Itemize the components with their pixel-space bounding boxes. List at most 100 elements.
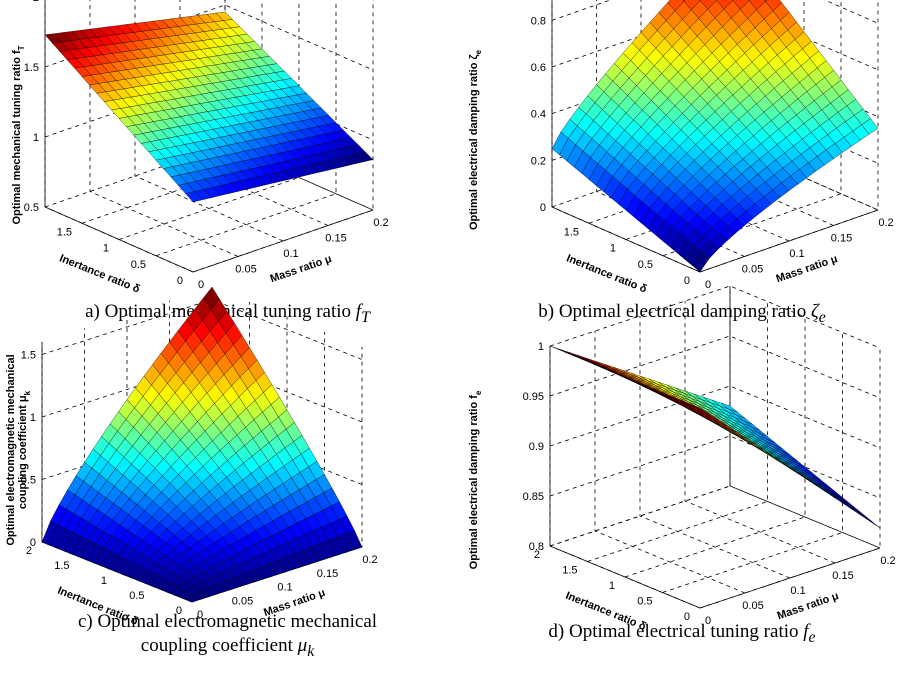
delta-tick-label-c: 2	[26, 545, 32, 557]
surface-cell-d	[692, 404, 710, 415]
caption-c-line2: coupling coefficient μk	[0, 634, 455, 664]
caption-b-subscript: e	[818, 308, 826, 326]
delta-gridline-b	[699, 0, 879, 273]
z-axis-label-sub-b: e	[474, 49, 483, 54]
surface-cell-b	[682, 0, 686, 2]
z-axis-label-line1-c: Optimal electromagnetic mechanical	[5, 354, 17, 545]
caption-c: c) Optimal electromagnetic mechanical co…	[0, 610, 455, 664]
axis-delta-b	[551, 206, 701, 273]
delta-tick-label-c: 1.5	[54, 560, 69, 572]
mu-tick-label-d: 0.15	[832, 570, 853, 582]
mu-gridline-b	[596, 0, 745, 257]
delta-tick-label-b: 0.5	[638, 259, 653, 271]
z-gridline-b	[551, 0, 879, 24]
delta-gridline-a	[81, 0, 263, 224]
z-gridline-d	[549, 435, 881, 499]
z-tick-label-a: 1.5	[24, 62, 39, 74]
z-tick-label-d: 0.95	[523, 391, 544, 403]
ticks-d: 0.8 0.85 0.9 0.95 1 0 0.05 0.1 0.15 0.2 0 0.5 1 1.5 2	[523, 341, 896, 627]
z-axis-label-sub-c: k	[23, 390, 32, 395]
z-tick-label-d: 0.8	[529, 541, 544, 553]
delta-tick-label-c: 0.5	[129, 590, 144, 602]
caption-a-subscript: T	[361, 308, 370, 326]
delta-tick-label-d: 1	[609, 580, 615, 592]
panel-b: 0 0.2 0.4 0.6 0.8 0 0.05 0.1 0.15 0.2 0 0.5 1 1.5 Mass…	[455, 0, 909, 340]
delta-tick-label-d: 0	[684, 611, 690, 623]
z-tick-label-c: 0.5	[21, 475, 36, 487]
z-tick-label-a: 1	[33, 132, 39, 144]
caption-c-symbol: μ	[297, 635, 308, 656]
mu-gridline-d	[639, 316, 791, 579]
z-tick-label-c: 0	[30, 537, 36, 549]
mu-axis-label-a: Mass ratio μ	[269, 253, 334, 285]
mu-tick-label-a: 0	[198, 279, 204, 291]
delta-tick-label-a: 1	[103, 243, 109, 255]
mu-tick-label-b: 0.2	[878, 217, 893, 229]
caption-d-subscript: e	[808, 628, 816, 646]
mu-tick-label-c: 0.15	[317, 568, 338, 580]
delta-tick-label-b: 0	[684, 275, 690, 287]
z-tick-label-b: 0	[540, 202, 546, 214]
surface-cell-d	[840, 498, 858, 510]
delta-gridline-d	[624, 317, 806, 578]
caption-c-line1: c) Optimal electromagnetic mechanical	[77, 611, 378, 632]
surface-cell-b	[764, 0, 768, 2]
panel-d: 0.8 0.85 0.9 0.95 1 0 0.05 0.1 0.15 0.2 0 0.5 1 1.5 2 M…	[455, 285, 909, 681]
delta-gridline-d	[587, 301, 768, 562]
delta-tick-label-c: 0	[176, 605, 182, 617]
z-tick-label-a: 0.5	[24, 202, 39, 214]
mu-tick-label-a: 0.2	[373, 217, 388, 229]
z-tick-label-b: 0.6	[531, 62, 546, 74]
mu-tick-label-a: 0.15	[325, 233, 346, 245]
mu-axis-label-b: Mass ratio μ	[775, 253, 840, 285]
z-gridline-d	[549, 385, 881, 449]
mu-tick-label-d: 0	[705, 615, 711, 627]
z-tick-label-b: 0.8	[531, 15, 546, 27]
delta-tick-label-b: 1	[610, 243, 616, 255]
mu-tick-label-b: 0.05	[742, 264, 763, 276]
mu-tick-label-b: 0.15	[831, 233, 852, 245]
z-gridline-a	[44, 4, 374, 71]
mu-tick-label-d: 0.05	[742, 600, 763, 612]
delta-gridline-a	[192, 0, 374, 273]
grid-d	[549, 285, 881, 609]
z-tick-label-d: 0.85	[523, 491, 544, 503]
caption-d-symbol: f	[803, 621, 809, 642]
z-gridline-b	[551, 4, 879, 71]
mu-tick-label-a: 0.05	[235, 264, 256, 276]
delta-tick-label-d: 0.5	[637, 596, 652, 608]
z-gridline-a	[44, 144, 374, 211]
z-gridline-d	[549, 285, 881, 349]
z-tick-label-a: 2	[33, 0, 39, 4]
axis-delta-a	[44, 206, 194, 273]
surface-plot-b: 0 0.2 0.4 0.6 0.8 0 0.05 0.1 0.15 0.2 0 0.5 1 1.5 Mass…	[468, 0, 894, 296]
delta-tick-label-a: 1.5	[57, 226, 72, 238]
surface-cell-a	[185, 191, 203, 203]
mu-tick-label-c: 0	[197, 609, 203, 621]
delta-tick-label-d: 1.5	[562, 565, 577, 577]
delta-tick-label-b: 1.5	[564, 226, 579, 238]
z-tick-label-d: 1	[538, 341, 544, 353]
delta-tick-label-a: 0.5	[131, 259, 146, 271]
z-tick-label-b: 0.2	[531, 155, 546, 167]
mu-tick-label-c: 0.2	[362, 554, 377, 566]
axis-mu-d	[699, 547, 881, 609]
delta-gridline-d	[699, 348, 881, 609]
caption-d: d) Optimal electrical tuning ratio fe	[455, 620, 909, 650]
delta-tick-label-c: 1	[101, 575, 107, 587]
delta-gridline-a	[155, 0, 337, 257]
caption-b-text: b) Optimal electrical damping ratio	[538, 301, 812, 322]
z-tick-label-c: 1.5	[21, 350, 36, 362]
mu-tick-label-b: 0	[705, 279, 711, 291]
delta-axis-label-b: Inertance ratio δ	[565, 252, 649, 295]
caption-b: b) Optimal electrical damping ratio ζe	[455, 300, 909, 330]
mu-gridline-a	[89, 0, 239, 257]
z-axis-label-b: Optimal electrical damping ratio ζe	[468, 49, 483, 230]
delta-gridline-a	[118, 0, 300, 240]
z-axis-label-sub-a: T	[17, 45, 26, 50]
ticks-b: 0 0.2 0.4 0.6 0.8 0 0.05 0.1 0.15 0.2 0 0.5 1 1.5	[531, 15, 894, 291]
delta-tick-label-d: 2	[534, 549, 540, 561]
mu-gridline-d	[684, 301, 836, 564]
caption-c-subscript: k	[307, 642, 315, 660]
axis-mu-b	[699, 209, 879, 273]
